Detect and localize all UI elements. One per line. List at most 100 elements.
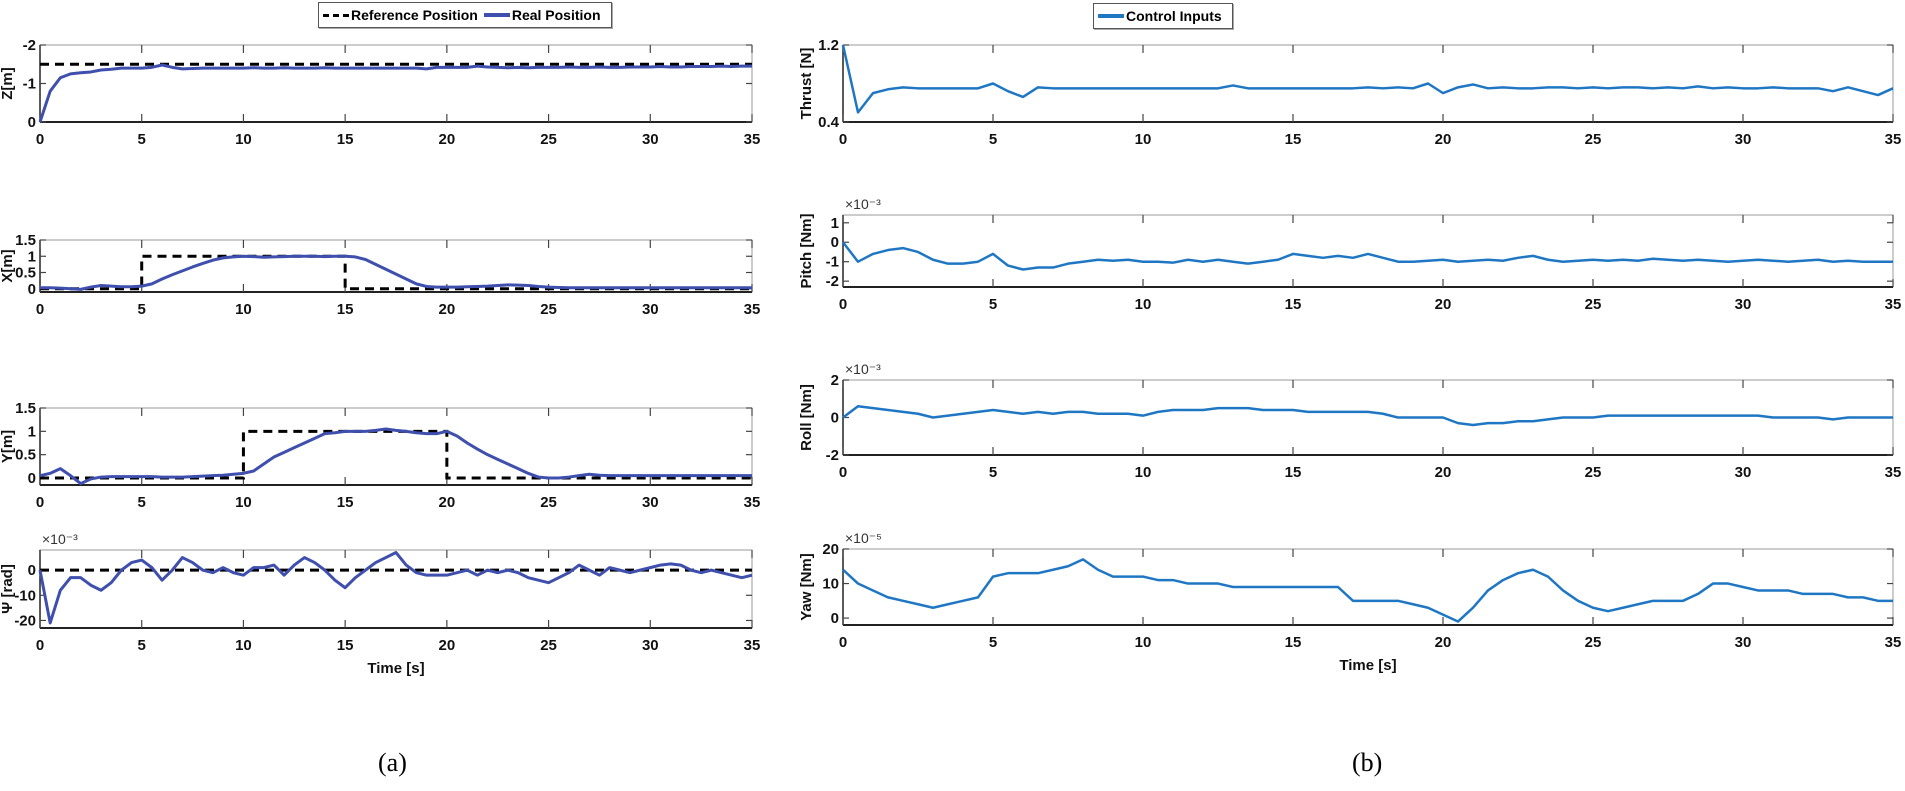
x-tick-label: 0 [36,637,44,654]
real-position-line [39,427,752,486]
y-tick-label: 1.5 [15,400,36,417]
x-tick-label: 25 [540,301,557,318]
y-tick-label: 1 [28,248,36,265]
legend-swatch-solid [483,13,510,17]
legend-b: Control Inputs [1093,3,1233,29]
y-tick-label: 0 [28,281,36,298]
x-tick-label: 20 [1435,464,1452,481]
x-tick-label: 10 [235,301,252,318]
y-axis-label: Thrust [N] [798,48,815,120]
x-tick-label: 0 [36,494,44,511]
x-tick-label: 30 [1735,464,1752,481]
x-tick-label: 15 [337,637,354,654]
y-tick-label: -1 [23,76,36,93]
y-multiplier-label: ×10⁻⁵ [845,530,882,546]
x-tick-label: 5 [989,464,997,481]
y-tick-label: 0 [831,234,839,251]
legend-a: Reference Position Real Position [318,2,612,28]
x-tick-label: 0 [839,131,847,148]
y-tick-label: 2 [831,372,839,389]
x-tick-label: 10 [235,494,252,511]
x-tick-label: 25 [540,494,557,511]
real-position-line [38,551,753,625]
x-tick-label: 15 [1285,296,1302,313]
y-tick-label: -2 [826,447,839,464]
x-tick-label: 5 [138,637,146,654]
x-tick-label: 25 [540,131,557,148]
caption-a: (a) [378,748,407,777]
y-tick-label: 0 [831,610,839,627]
x-tick-label: 15 [337,301,354,318]
x-tick-label: 20 [1435,131,1452,148]
y-multiplier-label: ×10⁻³ [845,196,881,212]
y-tick-label: 0 [28,470,36,487]
x-tick-label: 15 [1285,634,1302,651]
plot-area [39,44,753,123]
y-tick-label: 1 [831,215,839,232]
x-tick-label: 15 [337,131,354,148]
x-tick-label: 20 [439,494,456,511]
legend-swatch-dashed [323,13,349,17]
x-tick-label: 30 [642,131,659,148]
y-multiplier-label: ×10⁻³ [845,361,881,377]
legend-swatch-solid [1098,14,1124,18]
y-axis-label: Pitch [Nm] [798,213,815,288]
x-tick-label: 30 [1735,634,1752,651]
control-input-line [842,405,1893,427]
x-tick-label: 20 [439,131,456,148]
x-tick-label: 25 [540,637,557,654]
x-tick-label: 15 [1285,464,1302,481]
y-tick-label: 0 [831,410,839,427]
x-axis-label: Time [s] [1339,657,1396,674]
x-tick-label: 10 [1135,634,1152,651]
y-axis-label: Roll [Nm] [798,384,815,451]
y-tick-label: 0 [28,562,36,579]
x-tick-label: 5 [989,131,997,148]
x-tick-label: 25 [1585,634,1602,651]
y-multiplier-label: ×10⁻³ [42,531,78,547]
legend-item-real: Real Position [483,7,601,23]
y-tick-label: 10 [822,576,839,593]
y-tick-label: 1.2 [818,37,839,54]
y-axis-label: Yaw [Nm] [798,553,815,621]
y-tick-label: -1 [826,254,839,271]
plot-area [842,44,1894,123]
x-tick-label: 20 [1435,296,1452,313]
x-tick-label: 20 [439,637,456,654]
y-tick-label: -10 [14,587,36,604]
legend-item-reference: Reference Position [323,7,478,23]
x-tick-label: 0 [36,301,44,318]
y-axis-label: X[m] [0,249,16,282]
x-tick-label: 30 [642,637,659,654]
x-tick-label: 30 [1735,131,1752,148]
y-axis-label: Z[m] [0,67,16,100]
plot-area [842,214,1894,288]
x-tick-label: 0 [839,296,847,313]
y-tick-label: 0.4 [818,114,840,131]
control-input-line [841,44,1894,114]
control-input-line [842,558,1893,623]
x-tick-label: 20 [1435,634,1452,651]
x-tick-label: 35 [744,637,761,654]
x-tick-label: 10 [1135,464,1152,481]
x-tick-label: 10 [1135,131,1152,148]
x-tick-label: 30 [1735,296,1752,313]
x-tick-label: 10 [235,637,252,654]
y-axis-label: Ψ [rad] [0,564,16,614]
legend-label: Real Position [511,7,601,23]
x-tick-label: 10 [1135,296,1152,313]
x-axis-label: Time [s] [367,660,424,677]
caption-b: (b) [1352,748,1383,777]
x-tick-label: 15 [1285,131,1302,148]
x-tick-label: 35 [744,494,761,511]
plot-area [39,549,753,629]
legend-label: Control Inputs [1126,8,1222,24]
x-tick-label: 5 [989,634,997,651]
y-tick-label: -20 [14,612,36,629]
real-position-line [40,254,752,291]
x-tick-label: 5 [989,296,997,313]
y-tick-label: 0 [28,114,36,131]
x-tick-label: 0 [839,464,847,481]
x-tick-label: 35 [1885,131,1902,148]
plot-area [39,407,753,486]
